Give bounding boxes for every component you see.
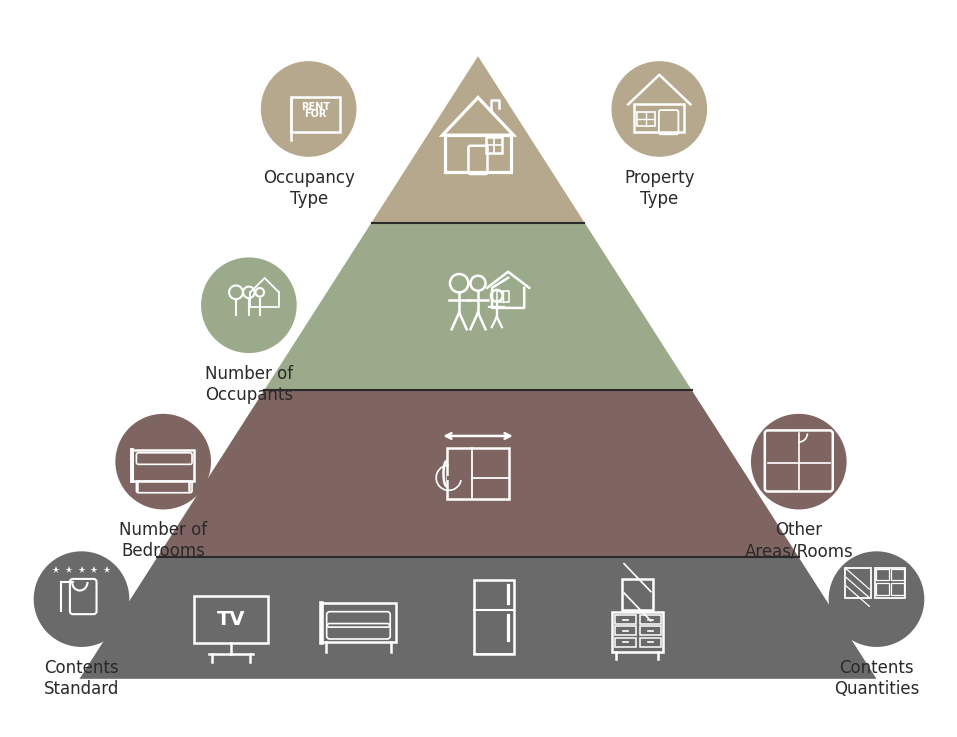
Text: Property
Type: Property Type <box>624 169 695 208</box>
Text: Other
Areas/Rooms: Other Areas/Rooms <box>745 521 853 560</box>
Text: Number of
Bedrooms: Number of Bedrooms <box>119 521 208 560</box>
Text: RENT: RENT <box>301 102 330 112</box>
Polygon shape <box>264 223 692 390</box>
Text: Number of
Occupants: Number of Occupants <box>205 365 293 404</box>
Text: Contents
Standard: Contents Standard <box>44 659 120 698</box>
Text: Occupancy
Type: Occupancy Type <box>263 169 355 208</box>
Circle shape <box>116 414 211 509</box>
Polygon shape <box>79 557 877 679</box>
Circle shape <box>612 61 707 157</box>
Circle shape <box>829 551 924 647</box>
Polygon shape <box>371 56 585 223</box>
Text: FOR: FOR <box>304 109 326 119</box>
Text: TV: TV <box>216 610 245 629</box>
Circle shape <box>261 61 356 157</box>
Circle shape <box>201 257 297 353</box>
Polygon shape <box>157 390 799 557</box>
Circle shape <box>751 414 847 509</box>
Text: Contents
Quantities: Contents Quantities <box>834 659 919 698</box>
Circle shape <box>33 551 129 647</box>
